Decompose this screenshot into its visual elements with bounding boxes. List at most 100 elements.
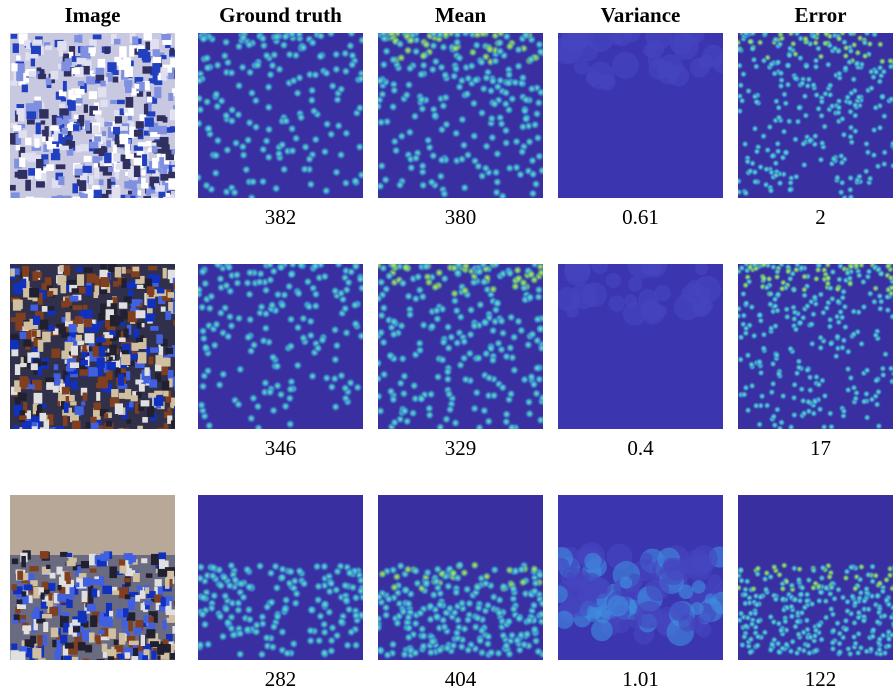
- density-dot: [467, 61, 477, 71]
- person: [144, 367, 149, 376]
- density-dot: [862, 390, 870, 398]
- density-dot: [793, 369, 801, 377]
- density-dot: [767, 60, 775, 68]
- person: [51, 628, 59, 638]
- person: [22, 421, 31, 432]
- person: [100, 100, 108, 107]
- person: [74, 115, 79, 120]
- person: [171, 109, 177, 120]
- density-dot: [775, 370, 783, 378]
- person: [24, 584, 33, 590]
- density-dot: [856, 576, 864, 584]
- density-dot: [791, 381, 799, 389]
- density-dot: [809, 310, 817, 318]
- density-dot: [462, 89, 472, 99]
- person: [70, 296, 79, 302]
- heatmap: [193, 259, 367, 433]
- variance-blob: [640, 552, 653, 565]
- person: [137, 322, 142, 328]
- density-dot: [850, 75, 858, 83]
- person: [104, 413, 108, 418]
- density-dot: [434, 268, 444, 278]
- density-dot: [405, 310, 415, 320]
- person: [124, 578, 130, 582]
- density-dot: [266, 70, 276, 80]
- person: [102, 586, 112, 594]
- person: [65, 375, 69, 382]
- person: [152, 197, 162, 207]
- density-dot: [441, 93, 451, 103]
- heatmap: [556, 251, 723, 429]
- density-dot: [846, 274, 854, 282]
- density-dot: [743, 577, 751, 585]
- density-dot: [387, 28, 397, 38]
- density-dot: [778, 285, 786, 293]
- density-dot: [227, 68, 237, 78]
- density-dot: [492, 298, 502, 308]
- heatmap: [735, 495, 893, 660]
- density-dot: [198, 609, 208, 619]
- density-dot: [247, 88, 257, 98]
- density-dot: [499, 582, 509, 592]
- density-dot: [760, 331, 768, 339]
- person: [63, 623, 69, 627]
- person: [78, 35, 82, 43]
- density-dot: [866, 175, 874, 183]
- density-dot: [277, 627, 287, 637]
- person: [107, 628, 116, 638]
- density-dot: [356, 331, 366, 341]
- variance-blob: [586, 24, 614, 52]
- person: [29, 103, 33, 107]
- person: [92, 125, 99, 134]
- density-dot: [754, 570, 762, 578]
- person: [61, 137, 65, 144]
- heatmap: [193, 28, 367, 203]
- density-dot: [202, 97, 212, 107]
- density-dot: [533, 314, 543, 324]
- person: [98, 579, 103, 584]
- density-dot: [521, 30, 531, 40]
- density-dot: [498, 630, 508, 640]
- density-dot: [475, 300, 485, 310]
- density-dot: [855, 173, 863, 181]
- density-dot: [436, 171, 446, 181]
- person: [158, 587, 162, 596]
- density-dot: [429, 28, 439, 38]
- density-dot: [735, 177, 743, 185]
- density-dot: [265, 275, 275, 285]
- density-dot: [258, 34, 268, 44]
- density-dot: [509, 604, 519, 614]
- density-dot: [246, 413, 256, 423]
- density-dot: [305, 626, 315, 636]
- person: [132, 36, 138, 45]
- density-dot: [496, 28, 506, 38]
- density-dot: [241, 165, 251, 175]
- variance-blob: [663, 558, 678, 573]
- density-dot: [408, 408, 418, 418]
- density-dot: [538, 393, 548, 403]
- person: [79, 118, 84, 126]
- density-dot: [402, 416, 412, 426]
- person: [21, 591, 26, 596]
- density-dot: [406, 163, 416, 173]
- density-dot: [223, 331, 233, 341]
- person: [106, 140, 111, 147]
- density-dot: [418, 161, 428, 171]
- density-dot: [470, 404, 480, 414]
- person: [157, 288, 165, 294]
- count-label: 380: [371, 205, 551, 230]
- density-dot: [373, 294, 383, 304]
- person: [11, 317, 16, 322]
- density-dot: [415, 345, 425, 355]
- person: [32, 612, 40, 619]
- person: [89, 39, 97, 46]
- density-dot: [411, 153, 421, 163]
- density-dot: [741, 599, 749, 607]
- density-dot: [834, 285, 842, 293]
- density-dot: [795, 576, 803, 584]
- person: [60, 635, 67, 644]
- density-dot: [776, 179, 784, 187]
- density-dot: [744, 351, 752, 359]
- person: [168, 370, 174, 378]
- density-dot: [802, 112, 810, 120]
